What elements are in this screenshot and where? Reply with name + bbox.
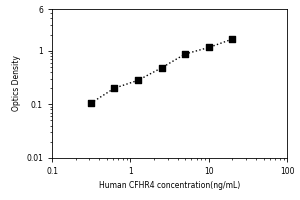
Point: [136, 79, 140, 82]
Point: [159, 66, 164, 69]
Point: [230, 37, 235, 41]
Point: [206, 46, 211, 49]
Point: [183, 52, 188, 56]
Point: [112, 87, 117, 90]
Y-axis label: Optics Density: Optics Density: [12, 56, 21, 111]
Point: [88, 102, 93, 105]
X-axis label: Human CFHR4 concentration(ng/mL): Human CFHR4 concentration(ng/mL): [99, 181, 240, 190]
